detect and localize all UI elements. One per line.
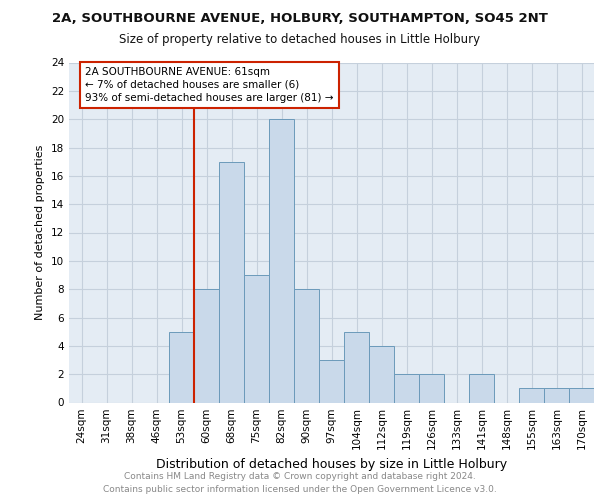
Bar — [269, 119, 294, 403]
Bar — [519, 388, 544, 402]
Bar — [319, 360, 344, 403]
Bar — [369, 346, 394, 403]
Bar — [544, 388, 569, 402]
Bar — [419, 374, 444, 402]
Text: Contains HM Land Registry data © Crown copyright and database right 2024.: Contains HM Land Registry data © Crown c… — [124, 472, 476, 481]
Bar — [344, 332, 369, 402]
Bar — [244, 275, 269, 402]
Text: Contains public sector information licensed under the Open Government Licence v3: Contains public sector information licen… — [103, 485, 497, 494]
Y-axis label: Number of detached properties: Number of detached properties — [35, 145, 46, 320]
Bar — [169, 332, 194, 402]
Text: 2A, SOUTHBOURNE AVENUE, HOLBURY, SOUTHAMPTON, SO45 2NT: 2A, SOUTHBOURNE AVENUE, HOLBURY, SOUTHAM… — [52, 12, 548, 26]
Bar — [569, 388, 594, 402]
Bar — [294, 289, 319, 403]
Bar — [219, 162, 244, 402]
Text: 2A SOUTHBOURNE AVENUE: 61sqm
← 7% of detached houses are smaller (6)
93% of semi: 2A SOUTHBOURNE AVENUE: 61sqm ← 7% of det… — [85, 66, 334, 103]
Bar — [469, 374, 494, 402]
Bar — [194, 289, 219, 403]
Bar — [394, 374, 419, 402]
X-axis label: Distribution of detached houses by size in Little Holbury: Distribution of detached houses by size … — [156, 458, 507, 471]
Text: Size of property relative to detached houses in Little Holbury: Size of property relative to detached ho… — [119, 32, 481, 46]
